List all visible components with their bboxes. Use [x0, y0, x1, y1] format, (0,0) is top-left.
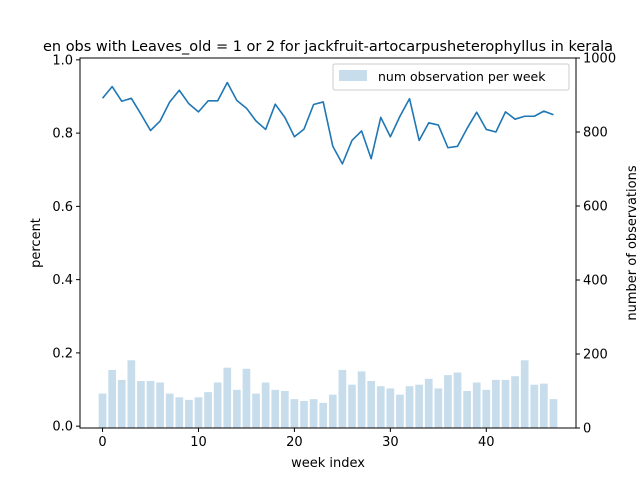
- bar-week-21: [300, 400, 308, 428]
- y-right-tick-label: 800: [583, 126, 608, 141]
- x-tick-label: 10: [190, 435, 207, 450]
- y-right-tick-label: 600: [583, 200, 608, 215]
- bar-week-11: [204, 392, 212, 428]
- bar-week-46: [540, 383, 548, 428]
- bar-week-13: [223, 367, 232, 428]
- y-left-tick-label: 0.4: [52, 273, 73, 288]
- bar-week-14: [233, 389, 241, 428]
- bar-week-42: [501, 379, 510, 428]
- bar-week-32: [405, 386, 414, 428]
- bar-week-6: [156, 382, 164, 428]
- bar-week-45: [530, 384, 539, 428]
- bar-week-33: [415, 384, 423, 428]
- bar-series: [98, 360, 558, 428]
- y-right-tick-label: 0: [583, 422, 591, 437]
- bar-week-22: [309, 399, 318, 428]
- bar-week-4: [137, 381, 145, 428]
- bar-week-29: [376, 386, 385, 428]
- bar-week-30: [386, 388, 395, 428]
- bar-week-23: [319, 402, 328, 428]
- percent-line: [101, 81, 554, 165]
- y-axis-right-label: number of observations: [625, 165, 640, 320]
- bar-week-15: [242, 368, 251, 428]
- bar-week-44: [520, 360, 529, 428]
- bar-week-25: [338, 369, 347, 428]
- bar-week-16: [252, 393, 260, 428]
- bar-week-5: [146, 381, 155, 428]
- chart-title: en obs with Leaves_old = 1 or 2 for jack…: [43, 39, 613, 55]
- legend-swatch: [339, 70, 367, 81]
- bar-week-38: [463, 391, 471, 428]
- bar-week-9: [185, 399, 193, 428]
- y-left-tick-label: 1.0: [52, 53, 73, 68]
- x-tick-label: 20: [286, 435, 303, 450]
- x-tick-label: 40: [478, 435, 495, 450]
- bar-week-8: [175, 397, 184, 428]
- legend: num observation per week: [332, 63, 570, 91]
- x-tick-label: 0: [98, 435, 106, 450]
- bar-week-41: [492, 379, 500, 428]
- bar-week-39: [472, 382, 481, 428]
- x-tick-label: 30: [382, 435, 399, 450]
- y-left-tick-label: 0.2: [52, 346, 73, 361]
- bar-week-26: [348, 384, 356, 428]
- line-series-layer: [101, 81, 554, 165]
- bar-week-10: [194, 397, 203, 428]
- bar-week-2: [117, 379, 126, 428]
- bar-week-28: [367, 381, 376, 428]
- bar-week-0: [98, 393, 107, 428]
- plot-frame: [79, 57, 577, 429]
- bar-week-36: [444, 375, 452, 428]
- x-axis: 0 10 20 30 40: [98, 428, 495, 450]
- bar-week-27: [357, 371, 366, 428]
- bar-week-18: [271, 389, 280, 428]
- bar-week-35: [434, 388, 443, 428]
- bar-week-37: [453, 372, 462, 428]
- y-axis-left: 0.0 0.2 0.4 0.6 0.8 1.0: [52, 53, 80, 435]
- bar-week-17: [261, 382, 270, 428]
- legend-label: num observation per week: [378, 69, 546, 84]
- bar-week-3: [127, 360, 136, 428]
- y-right-tick-label: 200: [583, 348, 608, 363]
- bar-week-7: [165, 393, 174, 428]
- y-right-tick-label: 1000: [583, 52, 616, 67]
- bar-week-40: [482, 389, 491, 428]
- legend-box: [332, 63, 570, 91]
- y-axis-right: 0 200 400 600 800 1000: [576, 52, 616, 437]
- bar-week-24: [328, 394, 337, 428]
- y-right-tick-label: 400: [583, 274, 608, 289]
- bar-week-1: [108, 369, 116, 428]
- bar-week-12: [213, 382, 222, 428]
- y-axis-left-label: percent: [29, 218, 44, 268]
- bar-week-20: [290, 399, 299, 428]
- bar-week-43: [511, 376, 519, 428]
- bar-week-31: [396, 394, 404, 428]
- bar-week-34: [424, 378, 433, 428]
- bar-week-19: [280, 391, 289, 428]
- y-left-tick-label: 0.6: [52, 200, 73, 215]
- x-axis-label: week index: [291, 456, 365, 471]
- y-left-tick-label: 0.8: [52, 127, 73, 142]
- bar-week-47: [549, 399, 558, 428]
- y-left-tick-label: 0.0: [52, 420, 73, 435]
